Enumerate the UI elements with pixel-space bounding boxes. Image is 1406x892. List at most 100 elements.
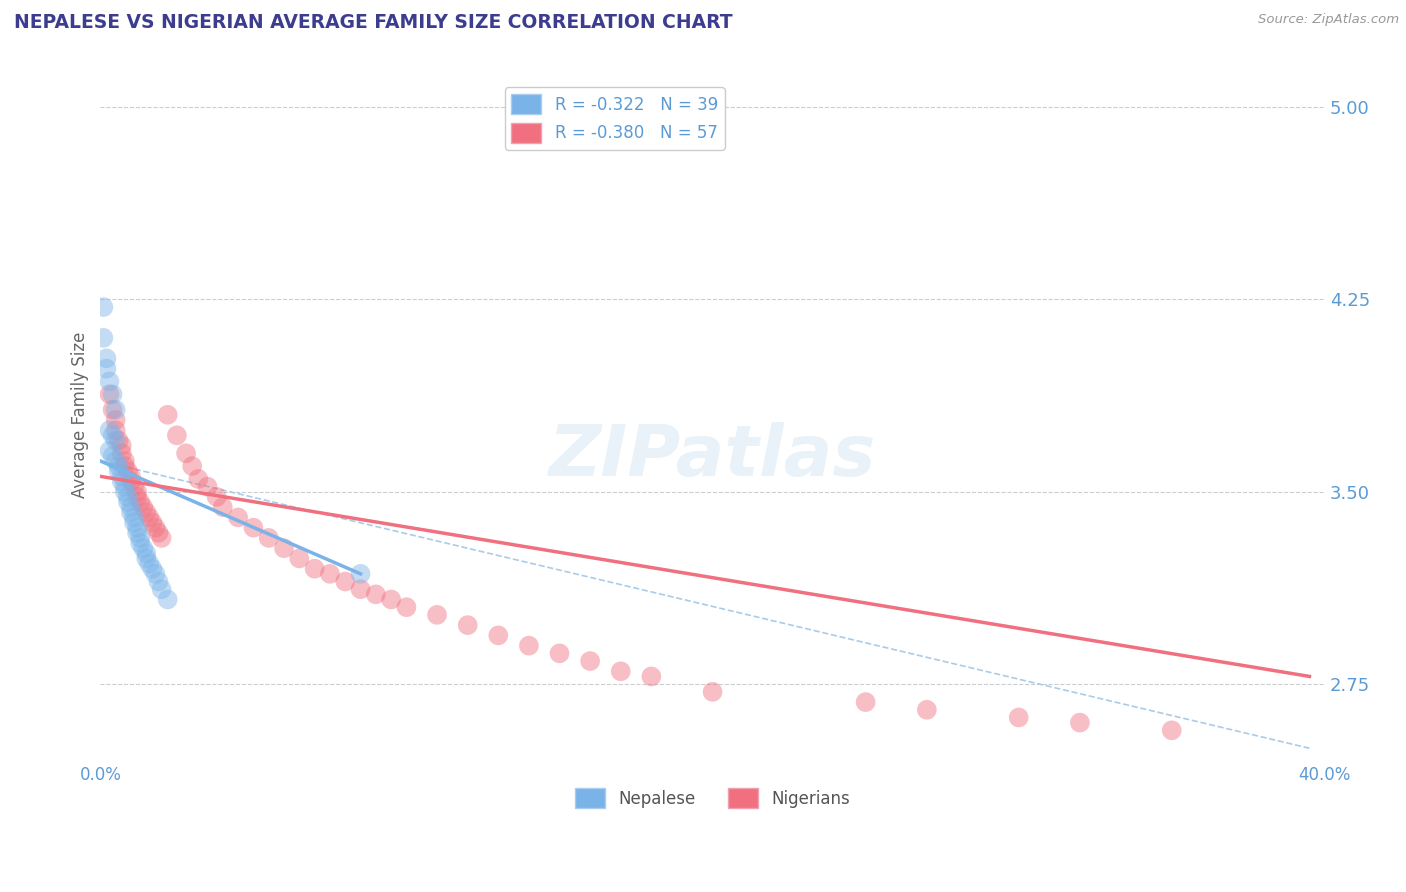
Y-axis label: Average Family Size: Average Family Size — [72, 332, 89, 498]
Point — [125, 490, 148, 504]
Point — [304, 562, 326, 576]
Point — [107, 434, 129, 448]
Point — [107, 464, 129, 478]
Point — [120, 469, 142, 483]
Point — [129, 531, 152, 545]
Point — [181, 459, 204, 474]
Point — [135, 551, 157, 566]
Point — [132, 541, 155, 556]
Point — [273, 541, 295, 556]
Point — [150, 531, 173, 545]
Point — [335, 574, 357, 589]
Point — [150, 582, 173, 597]
Point — [548, 646, 571, 660]
Point — [319, 566, 342, 581]
Point — [104, 434, 127, 448]
Point — [120, 505, 142, 519]
Point — [117, 495, 139, 509]
Point — [145, 566, 167, 581]
Point — [380, 592, 402, 607]
Point — [129, 536, 152, 550]
Point — [125, 525, 148, 540]
Point — [98, 387, 121, 401]
Point — [138, 510, 160, 524]
Point — [135, 505, 157, 519]
Point — [187, 472, 209, 486]
Point — [174, 446, 197, 460]
Point — [120, 500, 142, 515]
Point — [120, 475, 142, 489]
Point — [117, 490, 139, 504]
Point — [111, 446, 134, 460]
Point — [288, 551, 311, 566]
Point — [114, 480, 136, 494]
Point — [145, 521, 167, 535]
Point — [517, 639, 540, 653]
Point — [426, 607, 449, 622]
Point — [702, 685, 724, 699]
Point — [226, 510, 249, 524]
Point — [104, 423, 127, 437]
Point — [156, 408, 179, 422]
Point — [205, 490, 228, 504]
Point — [148, 525, 170, 540]
Point — [129, 495, 152, 509]
Point — [915, 703, 938, 717]
Point — [122, 510, 145, 524]
Point — [242, 521, 264, 535]
Text: NEPALESE VS NIGERIAN AVERAGE FAMILY SIZE CORRELATION CHART: NEPALESE VS NIGERIAN AVERAGE FAMILY SIZE… — [14, 13, 733, 32]
Point — [1008, 710, 1031, 724]
Point — [101, 402, 124, 417]
Point — [609, 665, 631, 679]
Point — [98, 375, 121, 389]
Point — [104, 454, 127, 468]
Point — [349, 582, 371, 597]
Point — [257, 531, 280, 545]
Point — [98, 423, 121, 437]
Text: Source: ZipAtlas.com: Source: ZipAtlas.com — [1258, 13, 1399, 27]
Point — [111, 439, 134, 453]
Point — [1069, 715, 1091, 730]
Point — [114, 454, 136, 468]
Point — [148, 574, 170, 589]
Point — [855, 695, 877, 709]
Point — [93, 331, 115, 345]
Legend: Nepalese, Nigerians: Nepalese, Nigerians — [568, 781, 858, 815]
Point — [111, 469, 134, 483]
Point — [211, 500, 233, 515]
Point — [117, 464, 139, 478]
Text: ZIPatlas: ZIPatlas — [548, 422, 876, 491]
Point — [395, 600, 418, 615]
Point — [125, 521, 148, 535]
Point — [104, 413, 127, 427]
Point — [93, 300, 115, 314]
Point — [349, 566, 371, 581]
Point — [98, 443, 121, 458]
Point — [96, 351, 118, 366]
Point — [138, 557, 160, 571]
Point — [141, 516, 163, 530]
Point — [579, 654, 602, 668]
Point — [111, 475, 134, 489]
Point — [101, 387, 124, 401]
Point — [156, 592, 179, 607]
Point — [486, 628, 509, 642]
Point — [114, 484, 136, 499]
Point — [166, 428, 188, 442]
Point — [101, 428, 124, 442]
Point — [114, 459, 136, 474]
Point — [122, 480, 145, 494]
Point — [364, 587, 387, 601]
Point — [141, 562, 163, 576]
Point — [104, 402, 127, 417]
Point — [125, 484, 148, 499]
Point — [132, 500, 155, 515]
Point — [640, 669, 662, 683]
Point — [122, 516, 145, 530]
Point — [96, 361, 118, 376]
Point — [107, 459, 129, 474]
Point — [101, 449, 124, 463]
Point — [135, 546, 157, 560]
Point — [457, 618, 479, 632]
Point — [197, 480, 219, 494]
